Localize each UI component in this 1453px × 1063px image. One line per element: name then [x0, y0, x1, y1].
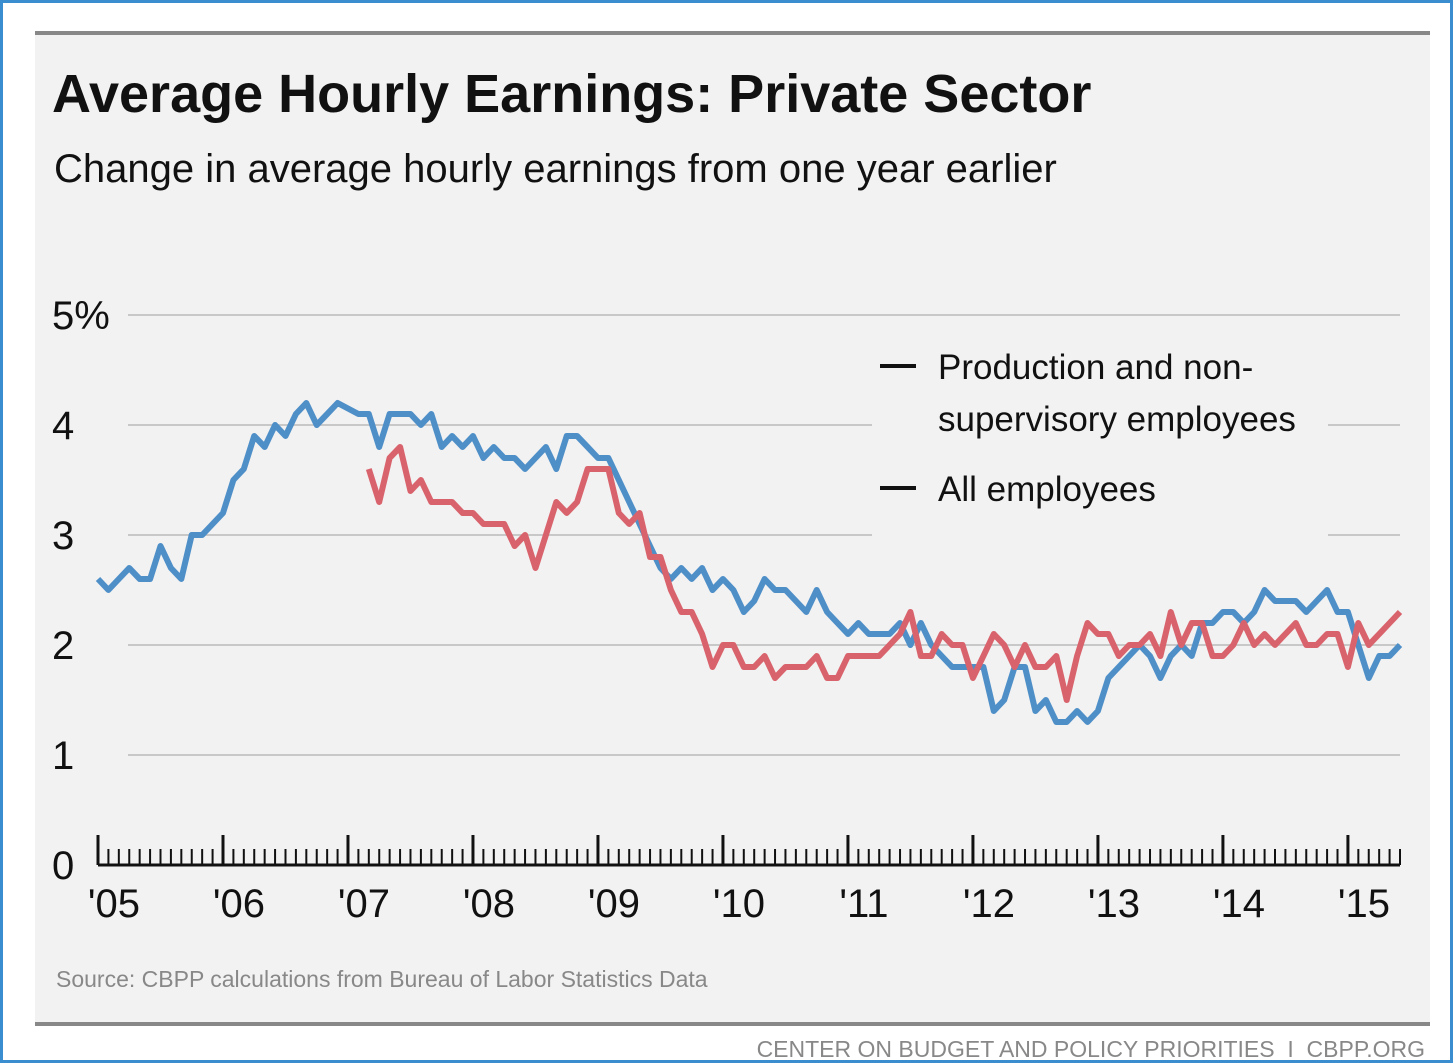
source-note: Source: CBPP calculations from Bureau of… — [56, 966, 708, 992]
legend-swatch — [880, 364, 916, 368]
x-tick-label: '09 — [588, 882, 640, 926]
x-tick-label: '07 — [338, 882, 390, 926]
legend: Production and non-supervisory employees… — [872, 336, 1328, 544]
x-tick-label: '11 — [839, 882, 888, 926]
x-tick-label: '05 — [88, 882, 140, 926]
footer: CENTER ON BUDGET AND POLICY PRIORITIES I… — [757, 1036, 1425, 1062]
x-tick-label: '10 — [713, 882, 765, 926]
y-tick-label: 5% — [52, 294, 110, 338]
x-tick-label: '06 — [213, 882, 265, 926]
legend-entry: Production and non-supervisory employees — [880, 342, 1320, 446]
x-tick-label: '15 — [1338, 882, 1390, 926]
y-tick-label: 2 — [52, 624, 74, 668]
legend-label: Production and non-supervisory employees — [938, 348, 1296, 439]
x-tick-label: '13 — [1088, 882, 1140, 926]
legend-label: All employees — [938, 470, 1156, 509]
y-tick-label: 1 — [52, 734, 74, 778]
y-tick-label: 3 — [52, 514, 74, 558]
x-tick-label: '14 — [1213, 882, 1265, 926]
series-line — [365, 444, 1403, 703]
x-tick-label: '12 — [963, 882, 1015, 926]
chart-title: Average Hourly Earnings: Private Sector — [52, 64, 1091, 124]
x-tick-label: '08 — [463, 882, 515, 926]
chart-subtitle: Change in average hourly earnings from o… — [54, 147, 1057, 191]
legend-swatch — [880, 486, 916, 490]
y-tick-label: 0 — [52, 844, 74, 888]
y-tick-label: 4 — [52, 404, 74, 448]
legend-entry: All employees — [880, 464, 1320, 516]
